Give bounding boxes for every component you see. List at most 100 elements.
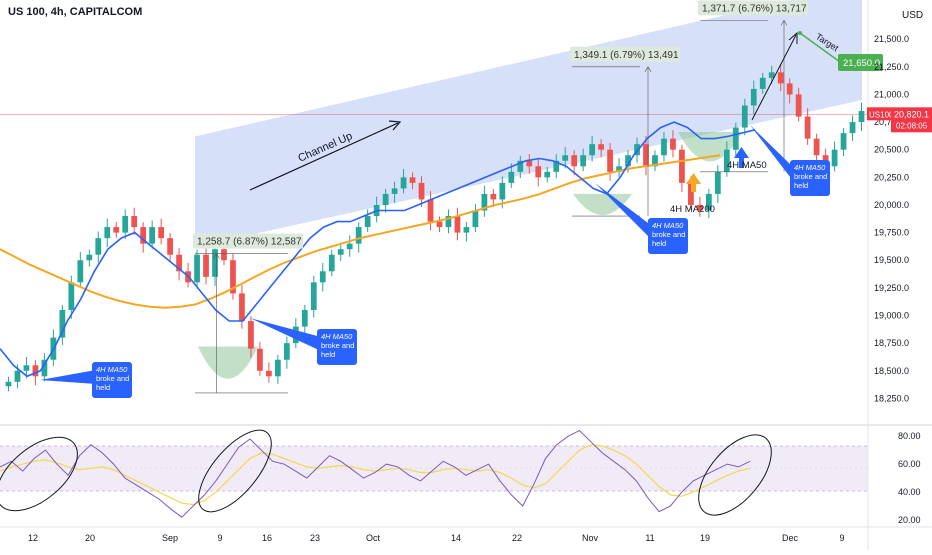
candle [122,216,129,233]
candle [759,77,766,89]
callout-text: broke and [794,172,827,181]
price-tick: 19,500.0 [874,255,909,265]
candle [104,227,111,239]
candle [140,227,147,244]
candle [598,144,604,150]
rsi-line [0,429,751,518]
range-arrow [213,253,220,259]
candle [212,249,218,277]
channel-up-band [195,0,862,247]
callout-pointer [40,370,96,384]
rsi-highlight-ellipse [198,429,272,513]
time-tick: Oct [366,533,381,543]
candle [283,343,290,360]
candle [714,171,721,194]
candle [580,155,587,167]
ma50-arrow [734,147,749,168]
price-tick: 19,000.0 [874,311,909,321]
price-tick: 18,750.0 [874,338,909,348]
candle [41,359,48,377]
time-tick: 11 [645,533,654,543]
time-tick: Nov [582,533,599,543]
candle [364,216,371,228]
callout-box [648,218,688,254]
candle [239,293,245,322]
candle [113,227,120,233]
candle [571,155,578,167]
range-box [193,233,303,249]
candle [463,227,470,233]
candle [86,254,93,261]
time-tick: 19 [700,533,710,543]
candle [194,254,200,283]
candle [688,182,694,205]
time-tick: 20 [85,533,95,543]
candle [328,254,335,272]
callout-text: broke and [652,230,685,239]
callout-box [92,362,132,398]
candle [625,155,631,167]
candle [176,254,182,272]
price-tick: 21,000.0 [874,89,909,99]
price-tick: 20,000.0 [874,200,909,210]
callout-text: held [652,239,666,248]
candle [167,238,173,255]
candle [741,105,748,128]
candle [553,160,560,172]
range-arrow [644,66,652,72]
callout-text: 4H MA50 [652,221,684,230]
candle [131,216,138,228]
candle [400,177,407,189]
candle [517,160,524,172]
candle [697,204,703,211]
currency-label: USD [902,10,924,21]
rsi-tick: 60.00 [898,459,921,469]
candle [535,166,542,178]
candle [346,243,353,250]
symbol-tag-box [867,107,891,121]
candle [391,188,398,194]
candle [409,177,416,183]
price-tick: 19,250.0 [874,283,909,293]
candle [355,227,362,244]
time-tick: Dec [782,533,799,543]
candle [705,193,712,211]
target-value: 21,650.0 [843,58,880,69]
chart-title: US 100, 4h, CAPITALCOM [8,6,143,18]
rsi-highlight-ellipse [0,436,78,512]
candle [427,199,434,222]
range-arrow [780,19,788,26]
candle [14,370,21,382]
time-tick: 12 [28,533,38,543]
candle [804,116,811,139]
time-tick: 9 [839,533,844,543]
candle [562,155,569,161]
target-box [838,54,883,71]
rsi-tick: 80.00 [898,431,921,441]
time-tick: 23 [310,533,320,543]
candle [5,381,12,387]
candle [526,160,533,167]
range-label: 1,258.7 (6.87%) 12,587 [197,237,302,248]
callout-pointer [750,125,794,182]
time-tick: 14 [451,533,461,543]
target-line [799,32,841,63]
time-tick: Sep [162,533,178,543]
candle [481,193,488,211]
ma50-line [0,121,756,378]
candle [337,249,344,255]
candle [858,111,865,123]
candle [472,210,479,228]
ma200-arrow [686,173,701,192]
accumulation-zone [198,346,258,379]
callout-box [317,329,357,365]
projection-arrow-head [788,31,798,44]
candle [831,149,838,167]
candle [158,227,165,239]
candle [589,144,596,156]
callout-text: broke and [321,341,354,350]
last-price-box [891,107,932,133]
candle [23,365,30,371]
